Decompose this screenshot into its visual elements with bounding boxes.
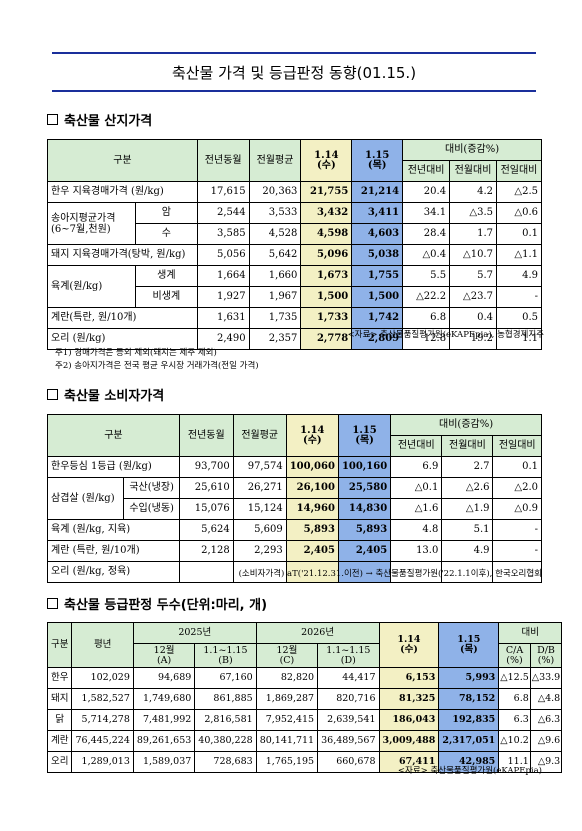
table-row: 수입(냉동) 15,076 15,124 14,960 14,830 △1.6 … (48, 498, 542, 520)
header-average: 평년 (71, 622, 134, 668)
table-row: 한우등심 1등급 (원/kg) 93,700 97,574 100,060 10… (47, 456, 542, 478)
table-row: 돼지 1,582,527 1,749,680 861,885 1,869,287… (46, 688, 563, 710)
table-row: 육계 (원/kg, 지육) 5,624 5,609 5,893 5,893 4.… (47, 519, 542, 541)
page-title-box: 축산물 가격 및 등급판정 동향(01.15.) (52, 52, 536, 92)
section-heading-consumer-price: 축산물 소비자가격 (47, 385, 164, 404)
header-date-2: 1.15 (목) (337, 414, 392, 457)
header-date-2: 1.15 (목) (438, 622, 500, 668)
table-row: 닭 5,714,278 7,481,992 2,816,581 7,952,41… (46, 709, 563, 731)
source-note-2: (소비자가격) aT('21.12.31.이전) → 축산물품질평가원('22.… (238, 569, 542, 579)
page-title: 축산물 가격 및 등급판정 동향(01.15.) (171, 63, 417, 82)
source-note-1: <자료> 축산물품질평가원(eKAPEpia), 농협경제지주 (347, 330, 544, 340)
table-row: 비생계 1,927 1,967 1,500 1,500 △22.2 △23.7 … (48, 286, 543, 308)
header-ca: C/A (%) (498, 643, 531, 668)
header-dec-a: 12월 (A) (132, 643, 196, 668)
header-compare: 대비(증감%) (390, 414, 542, 436)
header-2026: 2026년 (255, 622, 380, 644)
header-vs-month: 전월대비 (441, 435, 494, 457)
section1-heading-text: 축산물 산지가격 (64, 114, 153, 129)
section-heading-origin-price: 축산물 산지가격 (47, 110, 152, 129)
header-vs-year: 전년대비 (390, 435, 443, 457)
table-row: 삼겹살 (원/kg) 국산(냉장) 25,610 26,271 26,100 2… (46, 477, 542, 520)
source-note-3: <자료> 축산물품질평가원(eKAPEpia) (397, 766, 542, 776)
header-date-1: 1.14 (수) (378, 622, 440, 668)
table-row: 육계(원/kg) 생계 1,664 1,660 1,673 1,755 5.5 … (47, 265, 543, 308)
table-row: 한우 지육경매가격 (원/kg) 17,615 20,363 21,755 21… (47, 181, 543, 203)
header-2025: 2025년 (132, 622, 257, 644)
header-vs-month: 전월대비 (449, 160, 497, 182)
header-range-b: 1.1~1.15 (B) (194, 643, 257, 668)
section-heading-grading-count: 축산물 등급판정 두수(단위:마리, 개) (47, 594, 267, 613)
table-row: 계란(특란, 원/10개) 1,631 1,735 1,733 1,742 6.… (47, 307, 543, 329)
checkbox-square-icon (47, 389, 58, 400)
table-row: 한우 102,029 94,689 67,160 82,820 44,417 6… (46, 667, 563, 689)
header-compare: 대비 (498, 622, 563, 644)
checkbox-square-icon (47, 114, 58, 125)
header-dec-c: 12월 (C) (255, 643, 319, 668)
table-row: 계란 (특란, 원/10개) 2,128 2,293 2,405 2,405 1… (47, 540, 542, 562)
consumer-price-table: 구분 전년동월 전월평균 1.14 (수) 1.15 (목) 대비(증감%) 전년대… (46, 414, 542, 583)
header-category: 구분 (47, 414, 180, 457)
header-category: 구분 (47, 139, 198, 182)
header-vs-day: 전일대비 (495, 160, 543, 182)
checkbox-square-icon (47, 598, 58, 609)
footnote-2: 주2) 송아지가격은 전국 평균 우시장 거래가격(전일 가격) (55, 361, 259, 371)
section3-heading-text: 축산물 등급판정 두수(단위:마리, 개) (64, 598, 268, 613)
table-row: 계란 76,445,224 89,261,653 40,380,228 80,1… (46, 730, 563, 752)
header-prev-year: 전년동월 (178, 414, 234, 457)
header-vs-year: 전년대비 (402, 160, 451, 182)
grading-count-table: 구분 평년 2025년 2026년 1.14 (수) 1.15 (목) 대비 12월… (46, 622, 563, 773)
footnote-1: 주1) 경매가격은 등외 제외(돼지는 제주 제외) (55, 348, 217, 358)
header-category: 구분 (46, 622, 73, 668)
header-prev-year: 전년동월 (196, 139, 250, 182)
section2-heading-text: 축산물 소비자가격 (64, 389, 165, 404)
header-prev-month: 전월평균 (248, 139, 302, 182)
header-db: D/B (%) (529, 643, 563, 668)
table-row: 오리 1,289,013 1,589,037 728,683 1,765,195… (46, 751, 563, 773)
header-prev-month: 전월평균 (232, 414, 287, 457)
header-range-d: 1.1~1.15 (D) (317, 643, 380, 668)
table-row: 오리 (원/kg) 2,490 2,357 2,778 2,809 12.8 1… (47, 328, 543, 350)
header-compare: 대비(증감%) (402, 139, 542, 161)
table-row: 송아지평균가격 (6~7월,천원) 암 2,544 3,533 3,432 3,4… (47, 202, 543, 245)
table-row: 오리 (원/kg, 정육) (47, 561, 542, 583)
table-row: 돼지 지육경매가격(탕박, 원/kg) 5,056 5,642 5,096 5,… (47, 244, 543, 266)
header-date-1: 1.14 (수) (285, 414, 339, 457)
header-date-2: 1.15 (목) (351, 139, 404, 182)
header-vs-day: 전일대비 (492, 435, 542, 457)
header-date-1: 1.14 (수) (300, 139, 353, 182)
origin-price-table: 구분 전년동월 전월평균 1.14 (수) 1.15 (목) 대비(증감%) 전년대… (47, 139, 543, 350)
